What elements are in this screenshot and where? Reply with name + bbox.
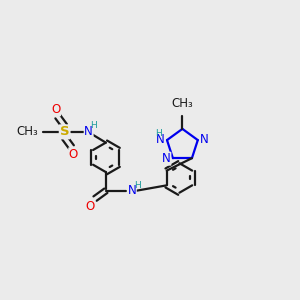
Text: O: O <box>85 200 95 213</box>
Text: H: H <box>155 129 162 138</box>
Text: N: N <box>84 125 93 138</box>
Text: O: O <box>69 148 78 161</box>
Text: N: N <box>162 152 171 165</box>
Text: O: O <box>51 103 60 116</box>
Text: H: H <box>90 122 96 130</box>
Text: CH₃: CH₃ <box>172 97 193 110</box>
Text: N: N <box>156 133 164 146</box>
Text: N: N <box>128 184 136 197</box>
Text: H: H <box>134 181 141 190</box>
Text: N: N <box>200 133 208 146</box>
Text: S: S <box>60 125 69 138</box>
Text: CH₃: CH₃ <box>16 125 38 138</box>
